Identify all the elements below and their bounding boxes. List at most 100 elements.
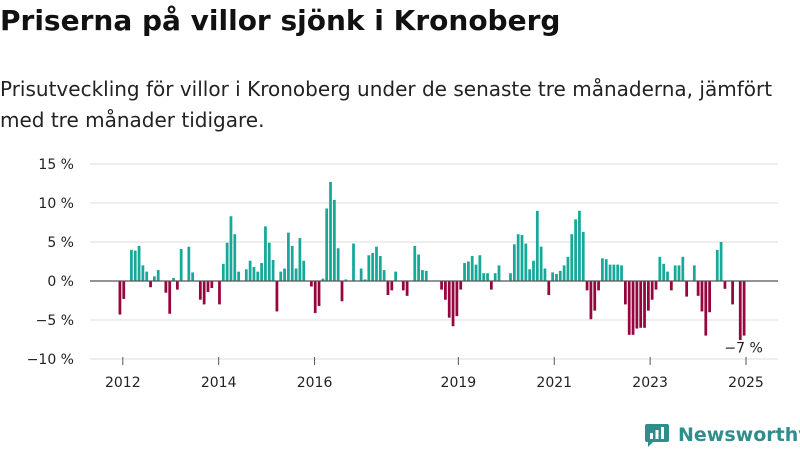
bar bbox=[156, 270, 160, 281]
x-tick-label: 2016 bbox=[297, 375, 333, 391]
bar bbox=[340, 281, 344, 302]
bar bbox=[547, 281, 551, 296]
bar bbox=[229, 216, 233, 281]
bar bbox=[646, 281, 650, 311]
y-tick-label: 15 % bbox=[38, 157, 74, 173]
x-tick-label: 2019 bbox=[441, 375, 477, 391]
bar bbox=[719, 242, 723, 281]
bar bbox=[202, 281, 206, 305]
bar bbox=[631, 281, 635, 335]
bar bbox=[482, 273, 486, 281]
bar bbox=[313, 281, 317, 313]
bar bbox=[332, 199, 336, 281]
bar bbox=[738, 281, 742, 343]
bar bbox=[179, 249, 183, 281]
bar bbox=[524, 243, 528, 281]
chart-subtitle: Prisutveckling för villor i Kronoberg un… bbox=[0, 77, 773, 132]
bar bbox=[612, 264, 616, 281]
bar bbox=[264, 226, 267, 281]
bar bbox=[218, 281, 221, 305]
bar bbox=[589, 281, 593, 320]
bar bbox=[696, 281, 700, 296]
bar bbox=[336, 248, 340, 281]
bar bbox=[627, 281, 631, 335]
x-tick-label: 2021 bbox=[536, 375, 572, 391]
bar bbox=[359, 268, 363, 281]
x-tick-label: 2025 bbox=[728, 375, 764, 391]
bar bbox=[624, 281, 627, 305]
bar bbox=[459, 281, 463, 290]
axes: 15 % 10 % 5 % 0 % −5 % −10 % 2012 2014 2016 2019 2… bbox=[27, 157, 778, 391]
x-tick-label: 2012 bbox=[105, 375, 141, 391]
bar bbox=[731, 281, 734, 305]
bar bbox=[616, 264, 620, 281]
bar bbox=[279, 271, 283, 281]
bar bbox=[604, 259, 608, 281]
bar bbox=[440, 281, 443, 290]
bar bbox=[467, 261, 470, 281]
bar bbox=[363, 279, 367, 281]
chart-title: Priserna på villor sjönk i Kronoberg bbox=[0, 4, 561, 37]
bar bbox=[394, 271, 397, 281]
y-tick-label: 10 % bbox=[38, 196, 74, 212]
bar bbox=[673, 265, 677, 281]
bar bbox=[175, 281, 179, 290]
bar bbox=[593, 281, 597, 311]
bar-chart: 15 % 10 % 5 % 0 % −5 % −10 % 2012 2014 2016 2019 2… bbox=[27, 157, 778, 391]
bar bbox=[371, 252, 375, 281]
bar bbox=[451, 281, 455, 327]
bar bbox=[704, 281, 708, 336]
bar bbox=[221, 263, 225, 281]
annotations: −7 % bbox=[722, 339, 764, 359]
bar bbox=[378, 256, 382, 281]
bar bbox=[248, 260, 252, 281]
bar bbox=[172, 277, 175, 281]
bar bbox=[708, 281, 711, 313]
bar bbox=[543, 268, 547, 281]
bar bbox=[566, 256, 570, 281]
x-tick-label: 2014 bbox=[201, 375, 237, 391]
bar bbox=[164, 281, 168, 293]
bar bbox=[570, 234, 574, 281]
bar bbox=[470, 256, 474, 281]
bar bbox=[267, 242, 271, 281]
bar bbox=[133, 250, 137, 281]
bar bbox=[516, 234, 520, 281]
bar bbox=[512, 244, 516, 281]
bar bbox=[681, 256, 685, 281]
bar bbox=[455, 281, 459, 317]
bar bbox=[206, 281, 210, 292]
bar bbox=[302, 260, 306, 281]
bar bbox=[321, 278, 325, 281]
bar bbox=[597, 281, 600, 291]
y-tick-label: −5 % bbox=[36, 313, 74, 329]
bar bbox=[585, 281, 589, 291]
bar bbox=[233, 234, 237, 281]
bar bbox=[191, 272, 195, 281]
bar bbox=[386, 281, 390, 296]
bar bbox=[283, 268, 286, 281]
bar bbox=[497, 265, 501, 281]
bar bbox=[539, 246, 543, 281]
bar bbox=[532, 260, 535, 281]
bar bbox=[237, 271, 240, 281]
bar bbox=[401, 281, 405, 291]
bar bbox=[666, 271, 669, 281]
bar bbox=[145, 271, 149, 281]
bar bbox=[658, 256, 662, 281]
bar bbox=[654, 281, 658, 290]
bar bbox=[122, 281, 126, 299]
bar bbox=[558, 270, 562, 281]
bar bbox=[405, 281, 409, 296]
bar bbox=[153, 276, 156, 281]
bar bbox=[424, 270, 428, 281]
bar bbox=[298, 238, 302, 281]
bar bbox=[723, 281, 727, 289]
bar bbox=[509, 273, 512, 281]
y-tick-label: 0 % bbox=[47, 274, 74, 290]
bar bbox=[474, 264, 478, 281]
bar bbox=[555, 273, 558, 281]
bar bbox=[742, 281, 746, 336]
bar bbox=[551, 272, 554, 281]
bar bbox=[141, 265, 145, 281]
